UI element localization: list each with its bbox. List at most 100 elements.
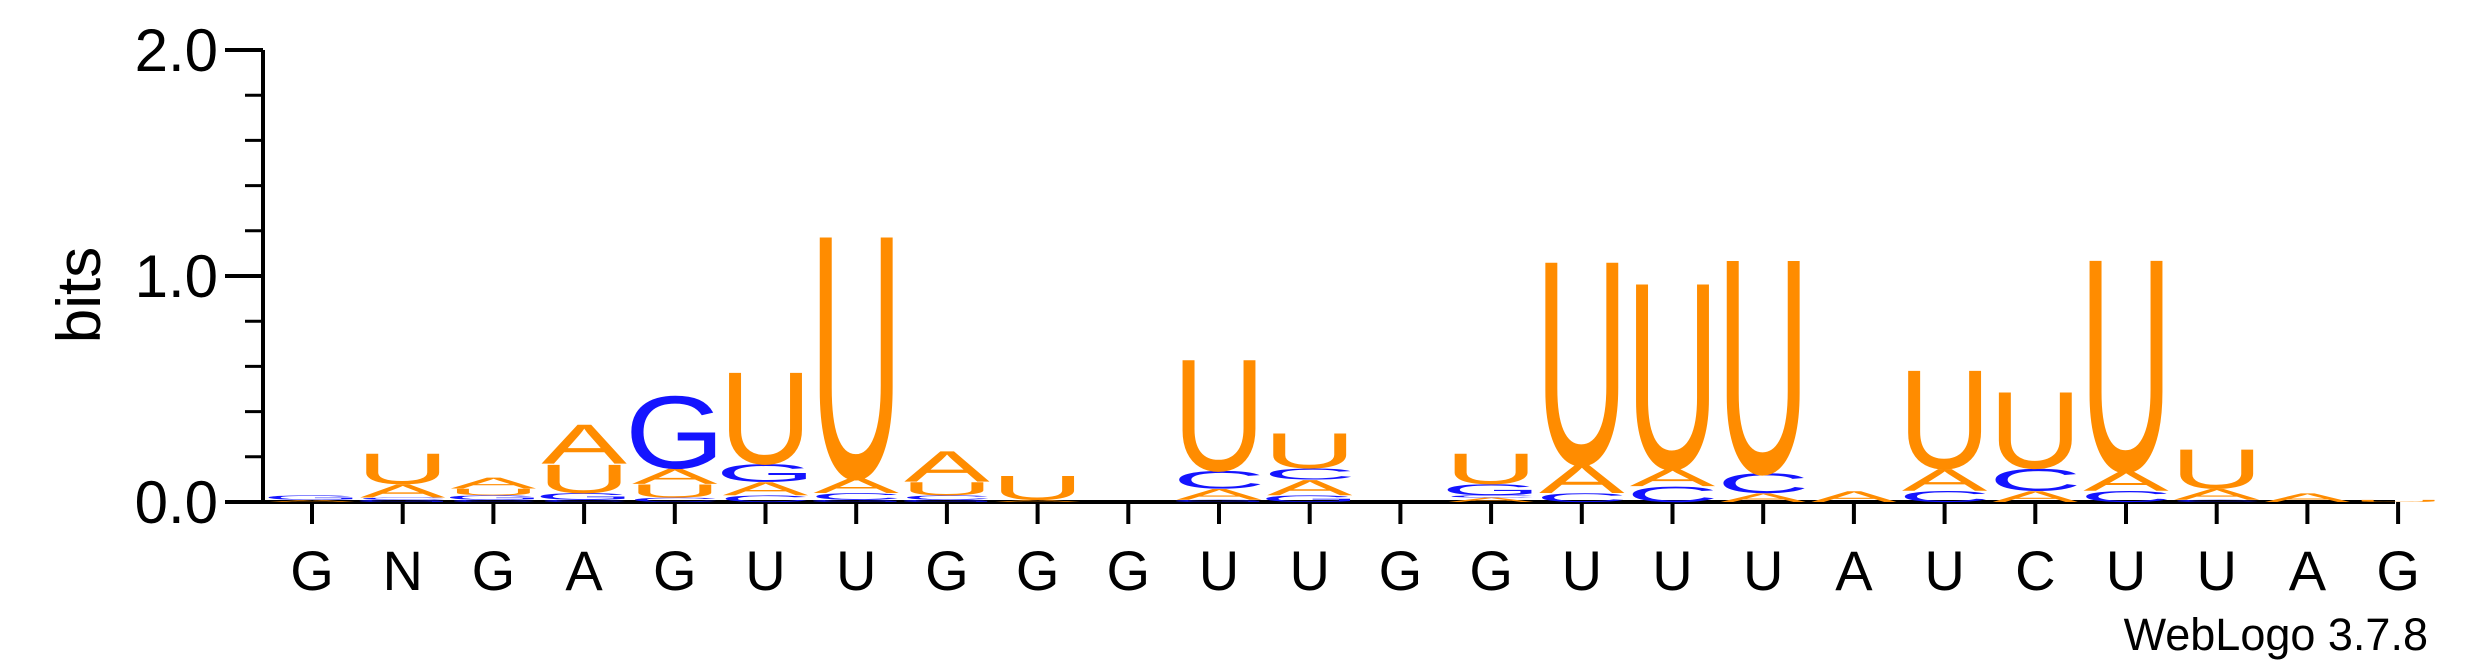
logo-letter-c: C [1898, 488, 1991, 506]
logo-letter-a: A [813, 473, 899, 498]
logo-letter-u: U [538, 457, 631, 502]
logo-letter-c: C [2080, 488, 2173, 506]
x-tick-label: U [1924, 539, 1964, 602]
logo-letter-c: C [810, 491, 903, 501]
x-tick-label: G [472, 539, 516, 602]
logo-letter-a: A [1630, 463, 1716, 491]
logo-letter-u: U [1898, 340, 1991, 498]
footer-credit: WebLogo 3.7.8 [2124, 609, 2428, 660]
logo-letter-a: A [995, 499, 1081, 502]
x-tick-label: U [1199, 539, 1239, 602]
letter-stack-19: CAU [1898, 340, 1991, 505]
logo-letter-u: U [719, 344, 812, 492]
logo-letter-a: A [1992, 488, 2078, 506]
logo-letter-a: A [1720, 491, 1806, 505]
letter-stack-15: CAU [1535, 199, 1628, 525]
x-tick-label: G [1469, 539, 1513, 602]
logo-letter-a: A [451, 474, 537, 492]
logo-letter-u: U [1445, 445, 1538, 494]
logo-letter-u: U [356, 445, 449, 494]
logo-letter-a: A [723, 478, 809, 499]
letter-stack-16: CAU [1626, 227, 1719, 525]
logo-letter-g: G [262, 494, 362, 501]
x-tick-label: G [1016, 539, 1060, 602]
logo-letter-c: C [538, 499, 631, 502]
letter-stack-21: CAU [2080, 194, 2173, 535]
logo-letter-a: A [541, 413, 627, 476]
logo-letter-c: C [1626, 482, 1719, 507]
x-tick-label: U [745, 539, 785, 602]
y-tick-label: 1.0 [135, 243, 218, 310]
logo-letter-g: G [443, 494, 543, 501]
logo-letter-g: G [353, 499, 453, 502]
logo-letter-u: U [1535, 199, 1628, 525]
logo-letter-u: U [1173, 326, 1266, 505]
letter-stack-1: AG [262, 494, 362, 503]
logo-letter-c: C [1717, 467, 1810, 499]
logo-letter-u: U [991, 469, 1084, 508]
logo-letter-u: U [1989, 370, 2082, 492]
letter-stack-9: AU [991, 469, 1084, 508]
x-tick-label: A [565, 539, 603, 602]
logo-letter-u: U [1263, 423, 1356, 479]
letter-stack-18: A [1811, 488, 1897, 506]
logo-letter-a: A [2174, 486, 2260, 504]
x-tick-label: C [2015, 539, 2055, 602]
letter-stack-22: CAU [2170, 438, 2263, 503]
logo-letter-c: C [447, 499, 540, 502]
logo-letter-g: G [716, 459, 816, 487]
x-tick-label: G [2376, 539, 2420, 602]
logo-letter-u: U [1626, 227, 1719, 525]
logo-letter-c: C [356, 497, 449, 500]
logo-letter-a: A [632, 464, 718, 489]
logo-letter-u: U [810, 161, 903, 551]
x-tick-label: U [1562, 539, 1602, 602]
logo-letter-u: U [447, 487, 540, 497]
logo-letter-g: G [1169, 499, 1269, 502]
logo-letter-g: G [1441, 481, 1541, 499]
logo-letter-a: A [1539, 457, 1625, 502]
logo-letter-g: G [534, 491, 634, 501]
x-tick-label: U [1743, 539, 1783, 602]
letter-stack-20: ACU [1989, 370, 2082, 506]
logo-letter-g: G [806, 499, 906, 502]
letter-stack-24: U [2352, 499, 2445, 502]
logo-letter-c: C [2170, 499, 2263, 502]
y-ticks: 0.0 1.0 2.0 [135, 17, 263, 536]
x-tick-label: A [2289, 539, 2327, 602]
y-tick-label: 2.0 [135, 17, 218, 84]
logo-letter-c: C [1535, 491, 1628, 505]
logo-letter-c: C [1263, 465, 1356, 483]
y-axis-label: bits [45, 247, 114, 343]
logo-letter-g: G [625, 374, 725, 490]
logo-letter-a: A [1811, 488, 1897, 506]
x-tick-label: A [1835, 539, 1873, 602]
logo-letter-a: A [904, 442, 990, 491]
x-tick-label: G [290, 539, 334, 602]
logo-letter-a: A [1176, 486, 1262, 504]
y-tick-label: 0.0 [135, 469, 218, 536]
x-tick-label: U [2196, 539, 2236, 602]
x-tick-label: G [653, 539, 697, 602]
logo-letter-u: U [2170, 438, 2263, 501]
x-tick-label: U [2106, 539, 2146, 602]
logo-letter-a: A [1448, 496, 1534, 503]
letter-stack-17: ACU [1717, 195, 1810, 538]
logo-letter-g: G [897, 499, 997, 502]
x-tick-label: U [836, 539, 876, 602]
x-tick-label: U [1289, 539, 1329, 602]
x-tick-label: G [1107, 539, 1151, 602]
logo-letter-u: U [2352, 499, 2445, 502]
logo-letter-c: C [1445, 495, 1538, 498]
logo-letter-c: C [1173, 466, 1266, 494]
